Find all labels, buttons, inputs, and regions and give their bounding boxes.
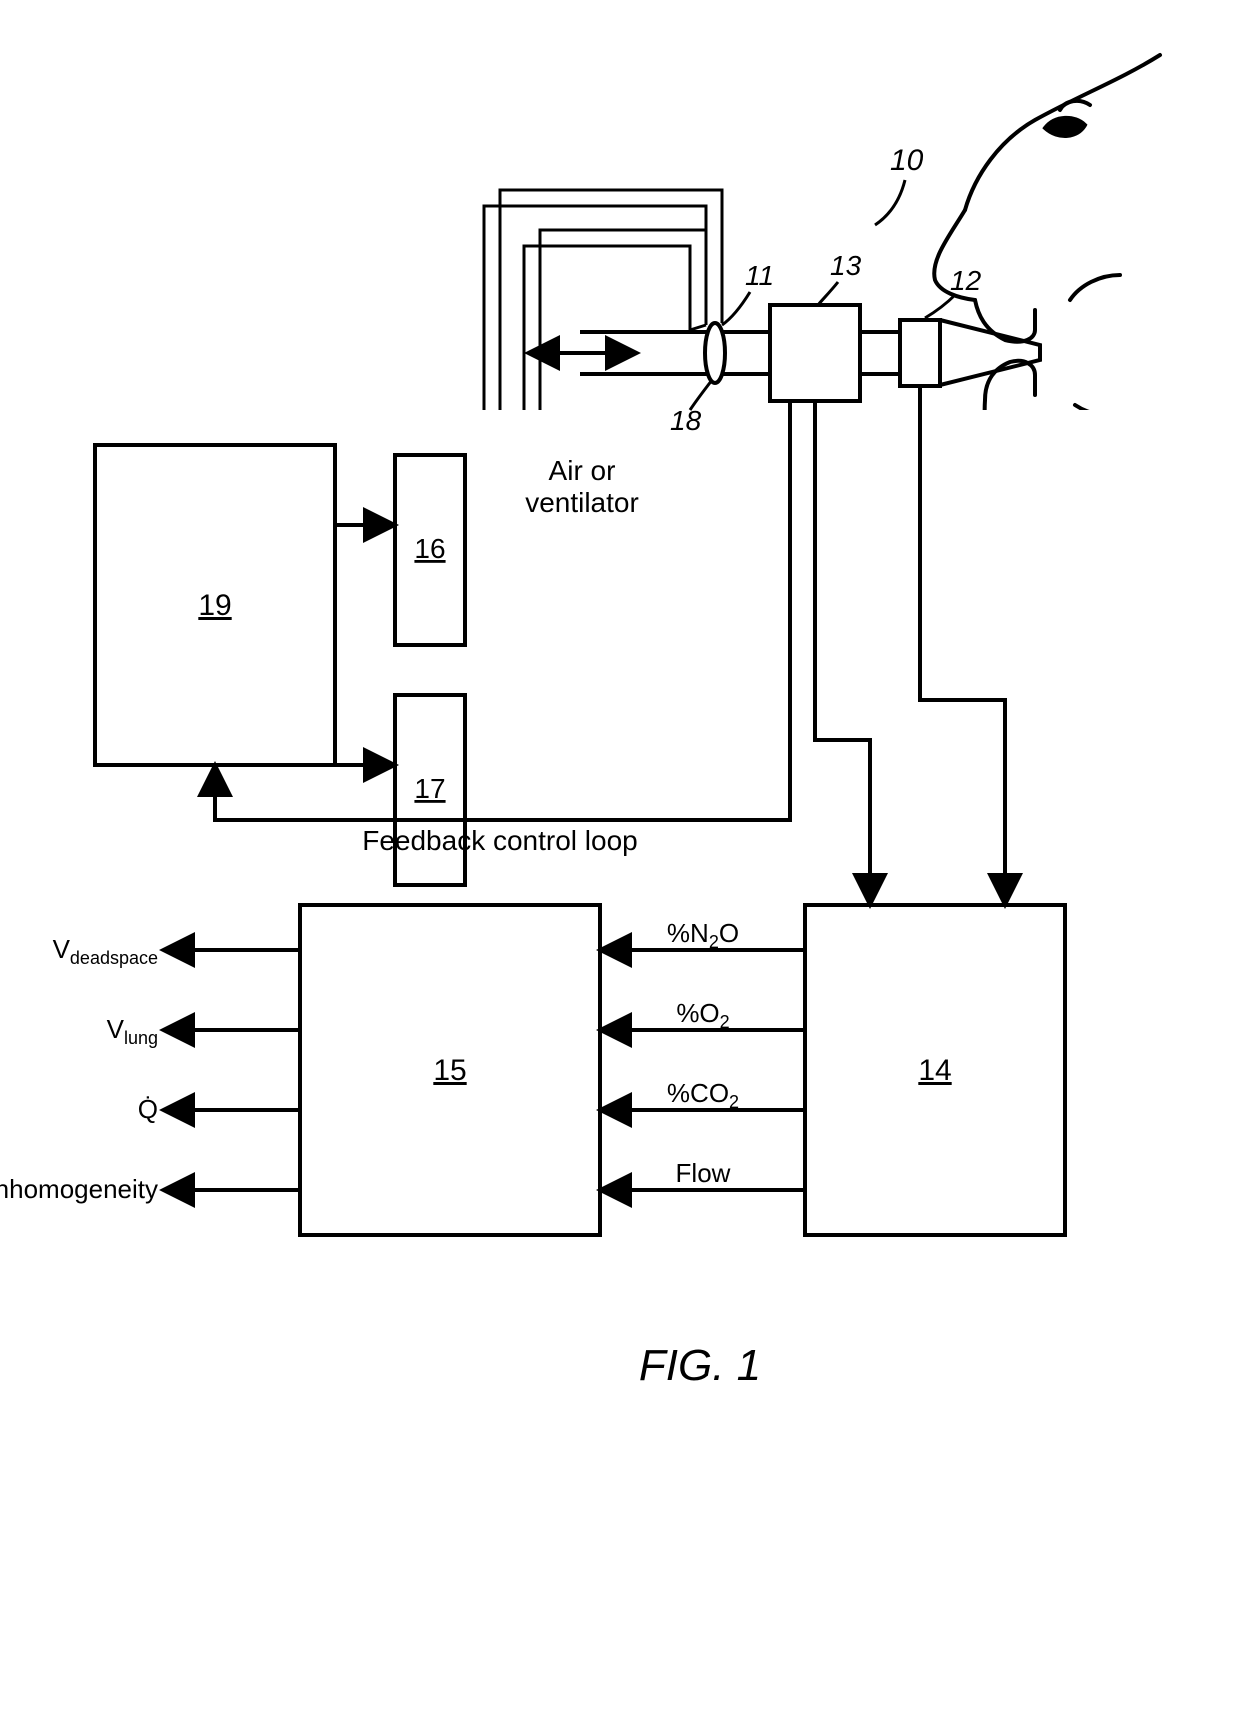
ref-13-hook [818,282,838,305]
diagram-svg: 19 16 17 14 15 [0,0,1240,1715]
lbl-air2: ventilator [525,487,639,518]
ref-18: 18 [670,405,702,436]
b17-lbl: 17 [414,773,445,804]
ref-11-hook [722,292,750,325]
b14-lbl: 14 [918,1054,951,1087]
b16-lbl: 16 [414,533,445,564]
b15-lbl: 15 [433,1054,466,1087]
ref-12-hook [925,295,955,318]
ref-12: 12 [950,265,982,296]
lbl-flow: Flow [676,1158,731,1188]
lbl-n2o: %N2O [667,918,739,952]
b19-lbl: 19 [198,589,231,622]
figure-page: 19 16 17 14 15 [0,0,1240,1715]
block-12 [860,320,940,386]
ref-11: 11 [745,260,774,291]
lbl-co2: %CO2 [667,1078,739,1112]
lbl-inhom: Inhomogeneity [0,1174,158,1204]
lbl-q: Q̇ [138,1094,158,1124]
ref-10-hook [875,180,905,225]
block-13 [770,305,860,401]
lbl-feedback: Feedback control loop [362,825,638,856]
ref-10: 10 [890,144,924,177]
ref-13: 13 [830,250,862,281]
figure-caption: FIG. 1 [639,1341,761,1390]
lbl-air1: Air or [549,455,616,486]
